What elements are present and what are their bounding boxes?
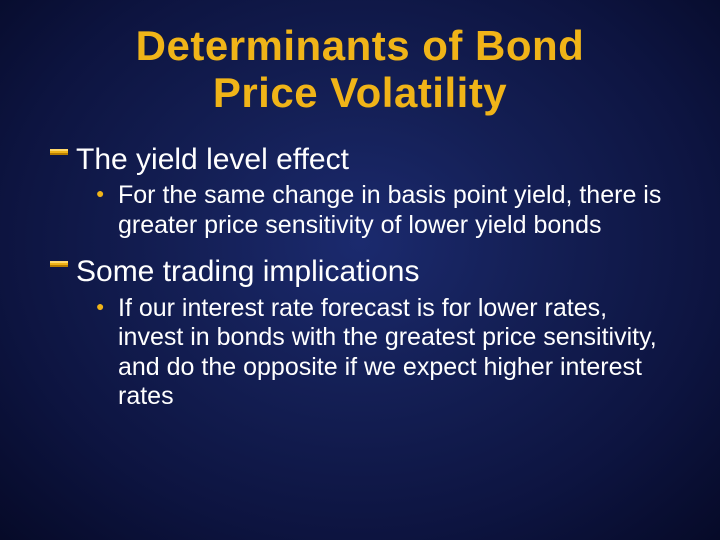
bullet-level2: ● For the same change in basis point yie… [96,181,670,240]
bullet-level1: The yield level effect [50,142,680,177]
slide-title: Determinants of Bond Price Volatility [40,22,680,116]
bullet-text: Some trading implications [76,254,420,289]
dot-bullet-icon: ● [96,181,118,200]
title-line-1: Determinants of Bond [136,22,585,69]
title-line-2: Price Volatility [213,69,507,116]
dot-bullet-icon: ● [96,294,118,313]
dash-bullet-icon [50,254,76,270]
slide: Determinants of Bond Price Volatility Th… [0,0,720,540]
bullet-level2: ● If our interest rate forecast is for l… [96,294,670,412]
dash-bullet-icon [50,142,76,158]
bullet-level1: Some trading implications [50,254,680,289]
bullet-text: The yield level effect [76,142,349,177]
bullet-subtext: For the same change in basis point yield… [118,181,670,240]
bullet-subtext: If our interest rate forecast is for low… [118,294,670,412]
